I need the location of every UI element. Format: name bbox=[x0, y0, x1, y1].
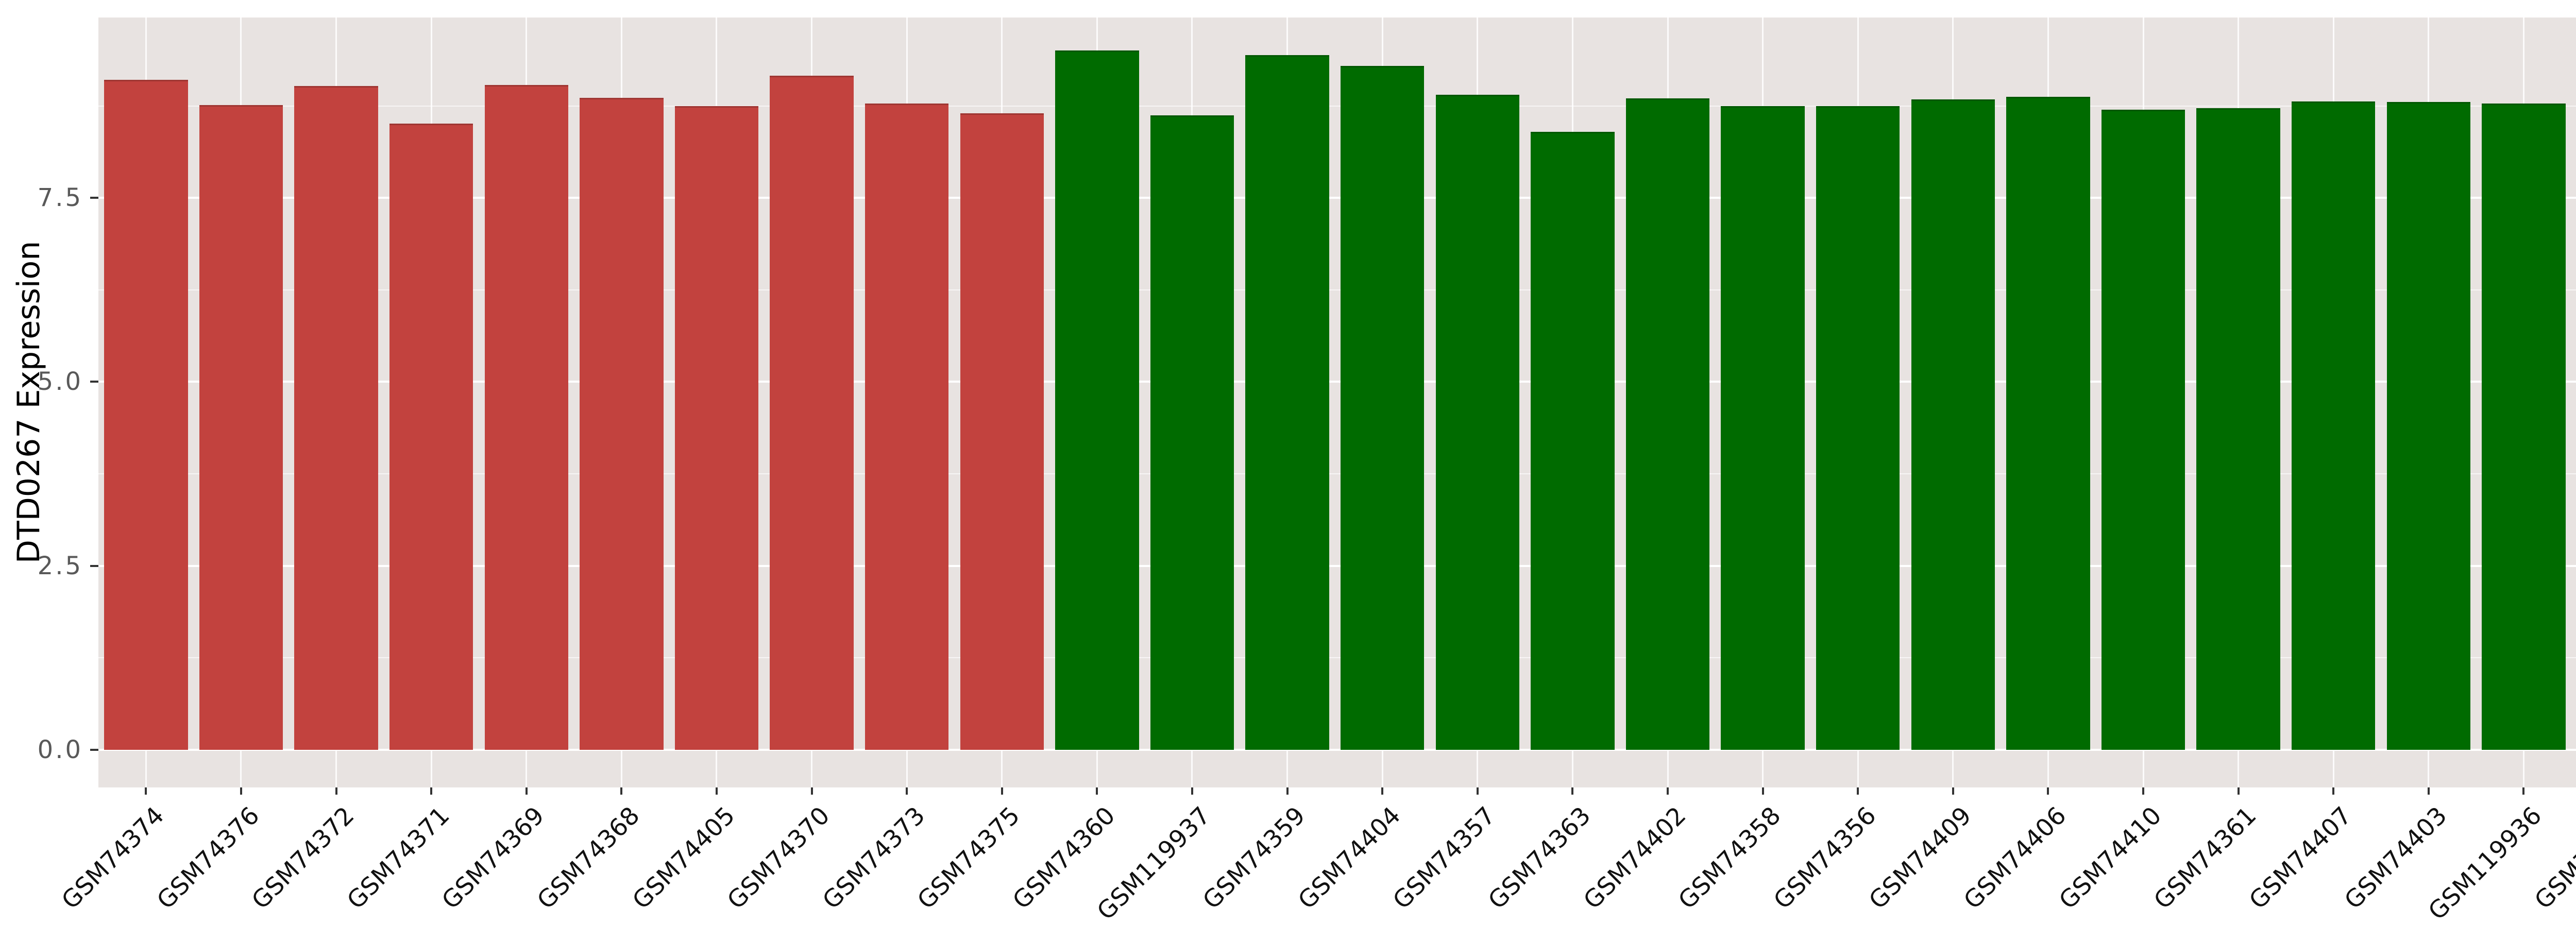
x-tick-mark bbox=[2522, 787, 2525, 795]
x-tick-mark bbox=[2332, 787, 2335, 795]
x-tick-label-GSM74405: GSM74405 bbox=[626, 801, 740, 915]
bar-GSM74372 bbox=[294, 85, 378, 750]
bar-GSM74406 bbox=[2006, 97, 2090, 750]
x-tick-label-GSM74370: GSM74370 bbox=[722, 801, 836, 915]
x-tick-mark bbox=[1857, 787, 1859, 795]
x-tick-label-GSM74373: GSM74373 bbox=[817, 801, 931, 915]
x-tick-mark bbox=[1096, 787, 1098, 795]
y-tick-mark bbox=[90, 749, 98, 751]
x-tick-mark bbox=[145, 787, 147, 795]
x-tick-mark bbox=[1286, 787, 1289, 795]
x-tick-mark bbox=[1952, 787, 1954, 795]
x-tick-label-GSM74357: GSM74357 bbox=[1387, 801, 1501, 915]
x-tick-mark bbox=[525, 787, 528, 795]
x-tick-mark bbox=[240, 787, 242, 795]
x-tick-mark bbox=[2427, 787, 2430, 795]
bar-GSM74375 bbox=[960, 113, 1044, 750]
y-axis-title: DTD0267 Expression bbox=[11, 241, 47, 564]
x-tick-label-GSM74406: GSM74406 bbox=[1958, 801, 2072, 915]
y-tick-label: 2.5 bbox=[37, 551, 83, 580]
major-gridline bbox=[98, 381, 2576, 383]
bar-GSM74376 bbox=[199, 105, 283, 750]
y-tick-label: 7.5 bbox=[37, 183, 83, 213]
x-tick-label-GSM74361: GSM74361 bbox=[2148, 801, 2262, 915]
x-tick-label-GSM74409: GSM74409 bbox=[1863, 801, 1977, 915]
bar-GSM74373 bbox=[865, 104, 949, 750]
x-tick-mark bbox=[715, 787, 718, 795]
bar-GSM74409 bbox=[1911, 99, 1995, 750]
bar-GSM74358 bbox=[1721, 106, 1805, 750]
y-tick-label: 5.0 bbox=[37, 367, 83, 397]
x-tick-label-GSM74374: GSM74374 bbox=[56, 801, 170, 915]
x-tick-mark bbox=[2237, 787, 2240, 795]
bar-GSM74371 bbox=[389, 123, 473, 750]
x-tick-mark bbox=[2047, 787, 2049, 795]
x-tick-label-GSM74368: GSM74368 bbox=[532, 801, 646, 915]
bar-GSM74374 bbox=[104, 80, 188, 750]
y-tick-mark bbox=[90, 564, 98, 567]
x-tick-mark bbox=[1191, 787, 1193, 795]
bar-GSM74356 bbox=[1816, 106, 1900, 750]
x-tick-label-GSM74404: GSM74404 bbox=[1293, 801, 1406, 915]
bar-GSM74368 bbox=[580, 97, 664, 750]
bar-GSM74361 bbox=[2196, 108, 2280, 750]
minor-gridline bbox=[98, 473, 2576, 475]
bar-GSM74405 bbox=[674, 106, 759, 750]
bar-GSM74370 bbox=[770, 75, 854, 750]
plot-panel bbox=[98, 18, 2576, 787]
bar-GSM119937 bbox=[1150, 115, 1234, 750]
bar-GSM74363 bbox=[1531, 131, 1615, 750]
bar-GSM74357 bbox=[1435, 95, 1520, 750]
bar-GSM74402 bbox=[1625, 98, 1710, 750]
bar-GSM74410 bbox=[2101, 109, 2185, 750]
bar-GSM119936 bbox=[2482, 104, 2566, 750]
x-tick-mark bbox=[1761, 787, 1764, 795]
bar-GSM74359 bbox=[1245, 55, 1329, 750]
x-tick-label-GSM74407: GSM74407 bbox=[2244, 801, 2358, 915]
y-tick-label: 0.0 bbox=[37, 735, 83, 765]
bar-GSM74404 bbox=[1340, 66, 1425, 750]
x-tick-mark bbox=[620, 787, 623, 795]
y-tick-mark bbox=[90, 381, 98, 383]
x-tick-label-GSM74402: GSM74402 bbox=[1578, 801, 1692, 915]
x-tick-mark bbox=[906, 787, 908, 795]
x-tick-label-GSM74371: GSM74371 bbox=[342, 801, 455, 915]
x-tick-label-GSM74359: GSM74359 bbox=[1197, 801, 1311, 915]
x-tick-mark bbox=[1571, 787, 1574, 795]
bar-GSM74360 bbox=[1055, 50, 1139, 750]
x-tick-label-GSM74410: GSM74410 bbox=[2053, 801, 2167, 915]
minor-gridline bbox=[98, 657, 2576, 659]
x-tick-label-GSM74369: GSM74369 bbox=[436, 801, 550, 915]
bar-GSM74369 bbox=[484, 85, 568, 750]
x-tick-label-GSM74372: GSM74372 bbox=[246, 801, 360, 915]
bar-GSM74407 bbox=[2292, 101, 2376, 750]
bar-GSM74403 bbox=[2386, 102, 2471, 750]
x-tick-label-GSM74356: GSM74356 bbox=[1768, 801, 1882, 915]
x-tick-mark bbox=[2142, 787, 2145, 795]
x-tick-mark bbox=[1476, 787, 1479, 795]
minor-gridline bbox=[98, 105, 2576, 107]
x-tick-label-GSM74376: GSM74376 bbox=[151, 801, 265, 915]
x-tick-mark bbox=[1667, 787, 1669, 795]
x-tick-label-GSM74363: GSM74363 bbox=[1483, 801, 1597, 915]
minor-gridline bbox=[98, 289, 2576, 290]
y-tick-mark bbox=[90, 197, 98, 199]
major-gridline bbox=[98, 197, 2576, 199]
x-tick-mark bbox=[1001, 787, 1003, 795]
x-tick-mark bbox=[810, 787, 813, 795]
x-tick-label-GSM74375: GSM74375 bbox=[912, 801, 1026, 915]
x-tick-mark bbox=[430, 787, 433, 795]
x-tick-mark bbox=[335, 787, 337, 795]
major-gridline bbox=[98, 564, 2576, 567]
x-tick-label-GSM74358: GSM74358 bbox=[1673, 801, 1787, 915]
x-tick-mark bbox=[1381, 787, 1384, 795]
major-gridline bbox=[98, 749, 2576, 751]
